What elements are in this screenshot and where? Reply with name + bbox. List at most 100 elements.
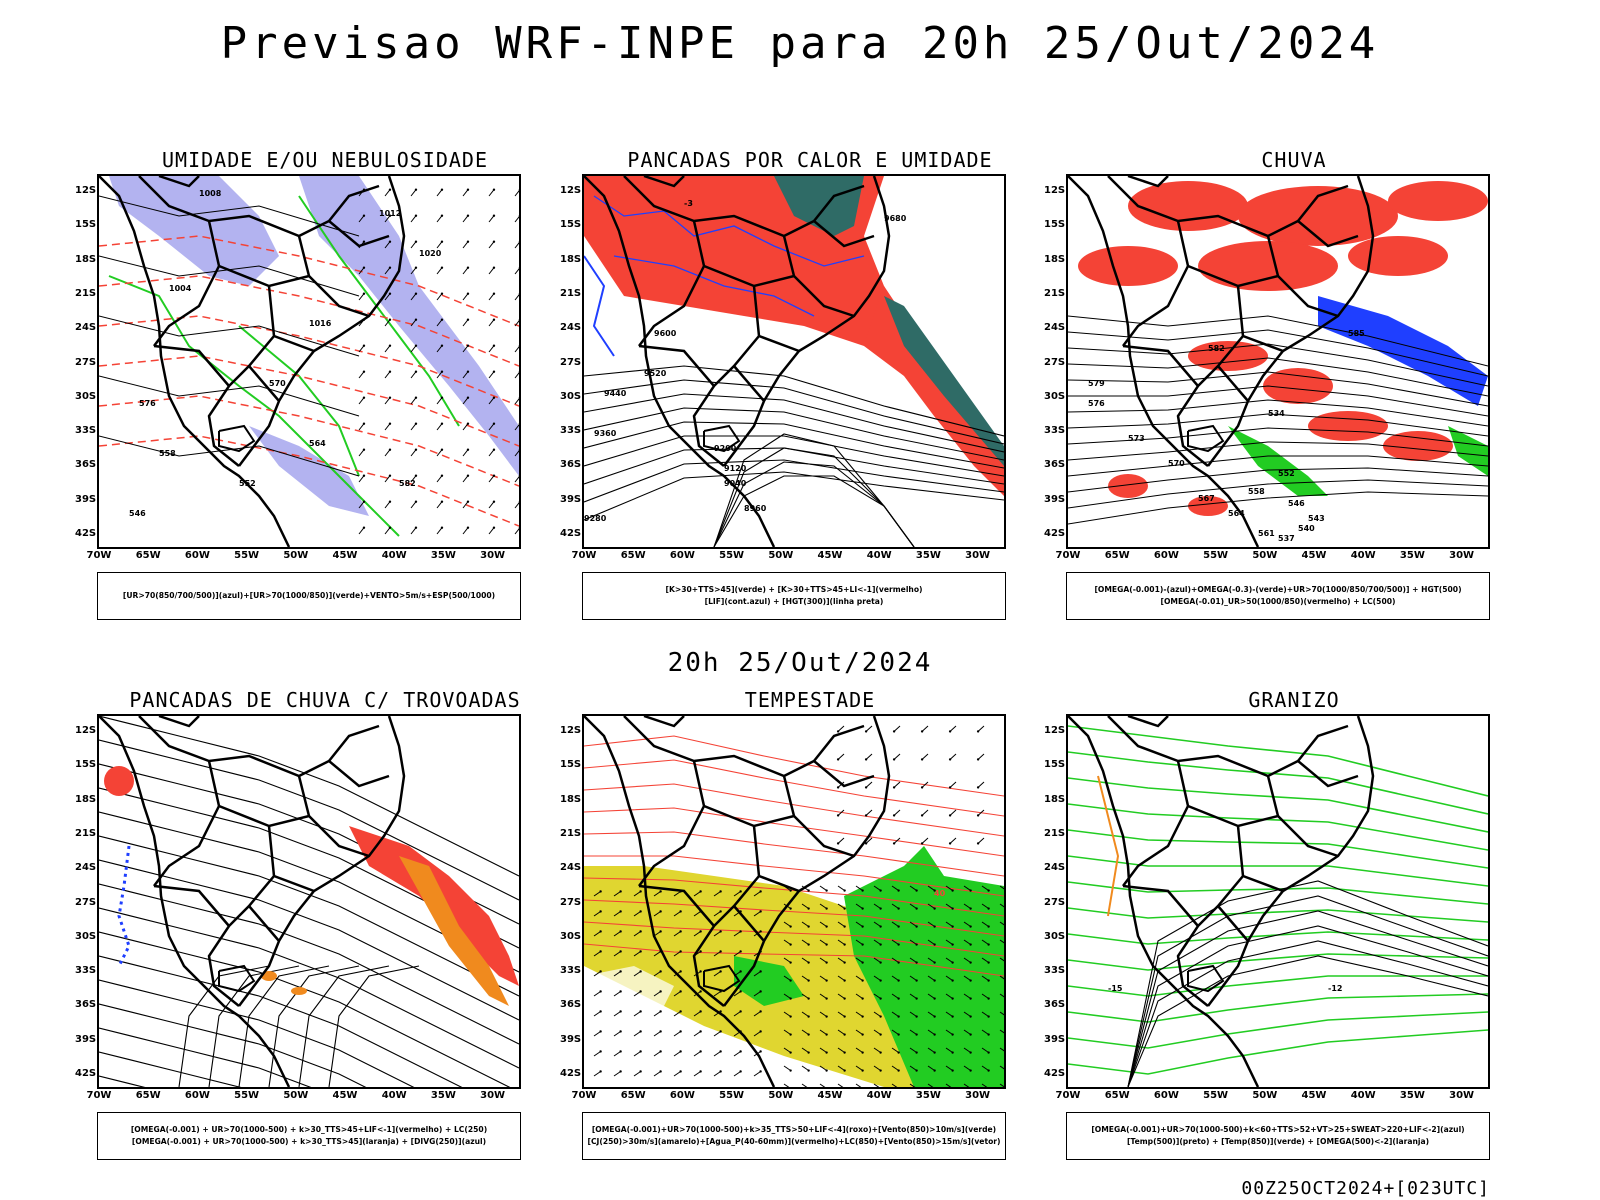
wind-850-vector-west-head xyxy=(719,1030,722,1033)
wind-vector xyxy=(488,215,495,223)
wind-850-vector-north xyxy=(865,837,873,844)
border-line xyxy=(733,905,765,942)
wind-vector xyxy=(462,501,469,509)
wind-850-vector-head xyxy=(915,1051,918,1054)
wind-850-vector-west xyxy=(753,911,761,917)
wind-850-vector-head xyxy=(825,1033,828,1036)
wind-vector xyxy=(436,501,443,509)
wind-vector xyxy=(462,527,469,535)
wind-vector-head xyxy=(388,500,392,503)
border-line xyxy=(138,716,390,788)
wind-vector xyxy=(410,527,417,535)
height-contour xyxy=(584,435,1004,477)
wind-vector-head xyxy=(492,526,496,529)
wind-850-vector xyxy=(891,1011,899,1017)
wind-850-vector-head xyxy=(933,979,936,982)
latitude-label: 36S xyxy=(1044,999,1066,1011)
latitude-label: 36S xyxy=(560,459,582,471)
wind-850-vector-head xyxy=(969,889,972,892)
wind-850-vector xyxy=(927,993,935,999)
geopotential-contour xyxy=(1068,427,1488,447)
wind-850-vector-west xyxy=(673,931,681,937)
wind-850-vector-west xyxy=(693,911,701,917)
wind-850-vector xyxy=(873,921,881,927)
wind-850-vector xyxy=(999,903,1004,908)
wind-850-vector-west xyxy=(593,931,601,937)
latitude-label: 30S xyxy=(1044,930,1066,942)
contour-label: 9680 xyxy=(884,214,907,223)
contour-label: 9200 xyxy=(714,444,737,453)
wind-850-vector-west-head xyxy=(619,1010,622,1013)
latitude-label: 24S xyxy=(1044,862,1066,874)
border-line xyxy=(138,176,390,248)
latitude-label: 21S xyxy=(1044,827,1066,839)
wind-850-vector-west-head xyxy=(699,1030,702,1033)
wind-850-vector-west-head xyxy=(619,1070,622,1073)
wind-850-vector-head xyxy=(933,961,936,964)
wind-850-vector-north-head xyxy=(976,730,980,733)
wind-vector xyxy=(462,267,469,275)
humidity-band-south xyxy=(249,426,369,516)
streamline xyxy=(99,1075,146,1087)
wind-850-vector-west-head xyxy=(619,890,622,893)
wind-850-vector-head xyxy=(951,907,954,910)
wind-850-vector xyxy=(819,975,827,981)
wind-850-vector xyxy=(981,975,989,981)
wind-850-vector-west xyxy=(733,931,741,937)
wind-850-vector-west xyxy=(693,891,701,897)
latitude-label: 15S xyxy=(1044,219,1066,231)
map-svg: 9680 9600 9520 9440 9360 9280 9200 9120 9040 8960… xyxy=(584,176,1004,547)
longitude-label: 65W xyxy=(1104,1090,1130,1101)
coastline-east xyxy=(1207,176,1375,467)
wind-850-vector xyxy=(783,993,791,999)
wind-850-vector-north xyxy=(977,781,985,788)
wind-850-vector xyxy=(891,1083,898,1087)
map-area: -12 -15 xyxy=(1066,714,1490,1089)
wind-850-vector-north xyxy=(865,753,873,760)
wind-850-vector-head xyxy=(789,979,792,982)
wind-850-vector-west-head xyxy=(719,950,722,953)
latitude-label: 24S xyxy=(1044,322,1066,334)
heat-humidity-area xyxy=(584,176,914,356)
latitude-label: 33S xyxy=(560,965,582,977)
wind-850-vector-head xyxy=(879,961,882,964)
wind-vector xyxy=(514,476,519,483)
latitude-label: 15S xyxy=(75,759,97,771)
wind-vector xyxy=(488,371,495,379)
wind-850-vector xyxy=(999,921,1004,926)
wind-vector xyxy=(358,267,365,275)
latitude-label: 27S xyxy=(75,356,97,368)
longitude-label: 40W xyxy=(1350,1090,1376,1101)
longitude-label: 50W xyxy=(768,1090,794,1101)
latitude-label: 24S xyxy=(560,322,582,334)
wind-850-vector-head xyxy=(861,979,864,982)
streamline xyxy=(99,739,519,901)
wind-850-vector xyxy=(873,975,881,981)
wind-850-vector-head xyxy=(897,1033,900,1036)
wind-850-vector-head xyxy=(843,961,846,964)
red-dashed-contour xyxy=(99,355,519,447)
border-line xyxy=(758,334,800,353)
wind-850-vector-head xyxy=(861,1051,864,1054)
latitude-label: 15S xyxy=(560,219,582,231)
longitude-label: 40W xyxy=(866,550,892,561)
longitude-label: 30W xyxy=(1449,550,1475,561)
wind-850-vector-west-head xyxy=(759,890,762,893)
longitude-label: 50W xyxy=(283,550,309,561)
latitude-label: 24S xyxy=(75,322,97,334)
wind-850-vector-head xyxy=(969,1069,972,1072)
wind-850-vector xyxy=(783,1047,791,1053)
wind-850-vector-west-head xyxy=(699,950,702,953)
wind-850-vector-west xyxy=(593,911,601,917)
longitude-label: 60W xyxy=(184,550,210,561)
wind-vector xyxy=(358,215,365,223)
wind-850-vector-west-head xyxy=(599,1010,602,1013)
map-svg: 40 xyxy=(584,716,1004,1087)
longitude-label: 60W xyxy=(1153,550,1179,561)
coastline-west xyxy=(99,176,291,547)
wind-850-vector-north xyxy=(837,725,845,732)
wind-850-vector-west xyxy=(653,971,661,977)
wind-850-vector-west-head xyxy=(699,1050,702,1053)
latitude-label: 33S xyxy=(75,965,97,977)
wind-850-vector xyxy=(999,957,1004,962)
